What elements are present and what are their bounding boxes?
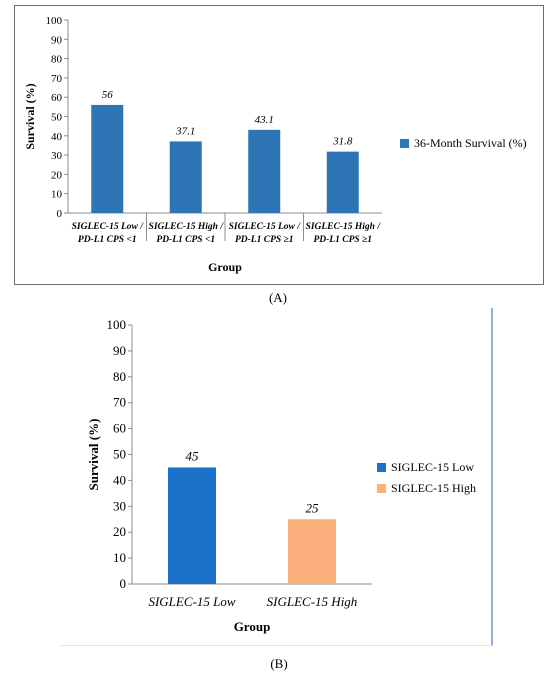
y-tick-label: 90 — [113, 343, 126, 358]
legend-swatch — [400, 139, 409, 148]
legend-label: SIGLEC-15 High — [391, 481, 476, 495]
y-tick-label: 50 — [113, 447, 126, 462]
y-tick-label: 10 — [113, 550, 126, 565]
x-tick-label: SIGLEC-15 High / — [306, 222, 382, 232]
y-tick-label: 10 — [51, 189, 63, 201]
x-tick-label: SIGLEC-15 High — [267, 594, 358, 609]
panel-b-frame — [60, 308, 493, 646]
x-tick-label: SIGLEC-15 Low / — [72, 222, 145, 232]
y-tick-label: 80 — [113, 369, 126, 384]
x-axis-title: Group — [234, 619, 271, 634]
x-tick-label: PD-L1 CPS <1 — [156, 235, 215, 245]
data-label: 31.8 — [332, 136, 353, 148]
legend-label: SIGLEC-15 Low — [391, 460, 474, 474]
bar — [169, 141, 202, 213]
y-axis-title: Survival (%) — [23, 83, 37, 149]
y-tick-label: 40 — [113, 472, 126, 487]
panel-b-label: (B) — [270, 656, 288, 671]
data-label: 25 — [306, 500, 320, 515]
x-tick-label: PD-L1 CPS ≥1 — [313, 235, 372, 245]
x-tick-label: SIGLEC-15 Low / — [229, 222, 302, 232]
bar — [168, 467, 216, 584]
y-tick-label: 0 — [57, 208, 63, 220]
data-label: 43.1 — [255, 114, 274, 126]
y-tick-label: 0 — [120, 576, 127, 591]
bar — [288, 519, 336, 584]
y-tick-label: 80 — [51, 54, 63, 66]
y-tick-label: 30 — [51, 150, 63, 162]
bar — [248, 129, 281, 213]
y-tick-label: 70 — [113, 395, 126, 410]
x-tick-label: PD-L1 CPS <1 — [78, 235, 137, 245]
data-label: 45 — [186, 448, 200, 463]
legend-label: 36-Month Survival (%) — [414, 136, 527, 150]
y-tick-label: 90 — [51, 34, 63, 46]
y-tick-label: 100 — [46, 15, 63, 27]
x-tick-label: PD-L1 CPS ≥1 — [235, 235, 294, 245]
x-tick-label: SIGLEC-15 Low — [148, 594, 235, 609]
y-tick-label: 60 — [113, 421, 126, 436]
y-tick-label: 20 — [113, 524, 126, 539]
bar — [326, 151, 359, 213]
data-label: 56 — [102, 89, 114, 101]
legend-swatch — [377, 484, 386, 493]
legend-swatch — [377, 463, 386, 472]
data-label: 37.1 — [175, 125, 195, 137]
panel-a-frame — [14, 5, 544, 285]
panel-a-label: (A) — [268, 290, 288, 305]
y-tick-label: 40 — [51, 131, 63, 143]
bar — [91, 104, 124, 213]
y-tick-label: 50 — [51, 112, 63, 124]
y-tick-label: 30 — [113, 498, 126, 513]
y-tick-label: 20 — [51, 169, 63, 181]
x-tick-label: SIGLEC-15 High / — [149, 222, 225, 232]
y-axis-title: Survival (%) — [86, 419, 101, 491]
y-tick-label: 100 — [107, 317, 127, 332]
y-tick-label: 70 — [51, 73, 63, 85]
y-tick-label: 60 — [51, 92, 63, 104]
x-axis-title: Group — [208, 260, 242, 274]
